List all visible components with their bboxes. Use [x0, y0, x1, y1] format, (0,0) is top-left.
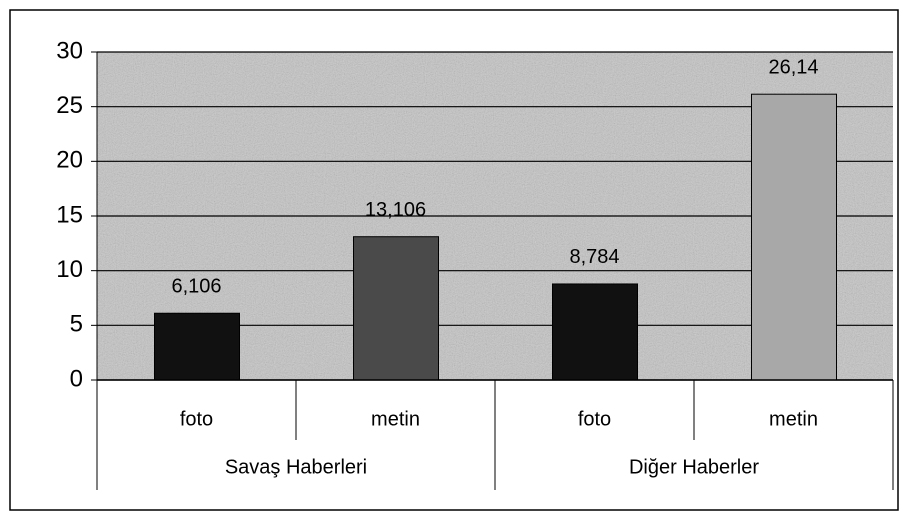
y-tick-label: 30: [56, 37, 83, 64]
x-tick-label: foto: [180, 408, 213, 430]
x-tick-label: metin: [371, 408, 420, 430]
y-tick-label: 10: [56, 256, 83, 283]
bar: [154, 312, 240, 381]
y-tick-label: 0: [70, 365, 83, 392]
value-label: 13,106: [365, 199, 426, 221]
value-label: 6,106: [171, 276, 221, 298]
bar: [552, 283, 638, 381]
y-tick-label: 5: [70, 311, 83, 338]
group-label: Savaş Haberleri: [225, 456, 367, 478]
x-tick-label: metin: [769, 408, 818, 430]
value-label: 8,784: [569, 246, 619, 268]
value-label: 26,14: [768, 56, 818, 78]
bar: [353, 236, 439, 381]
bar: [751, 93, 837, 381]
x-tick-label: foto: [578, 408, 611, 430]
group-label: Diğer Haberler: [629, 456, 759, 478]
y-tick-label: 25: [56, 92, 83, 119]
y-tick-label: 15: [56, 201, 83, 228]
y-tick-label: 20: [56, 147, 83, 174]
